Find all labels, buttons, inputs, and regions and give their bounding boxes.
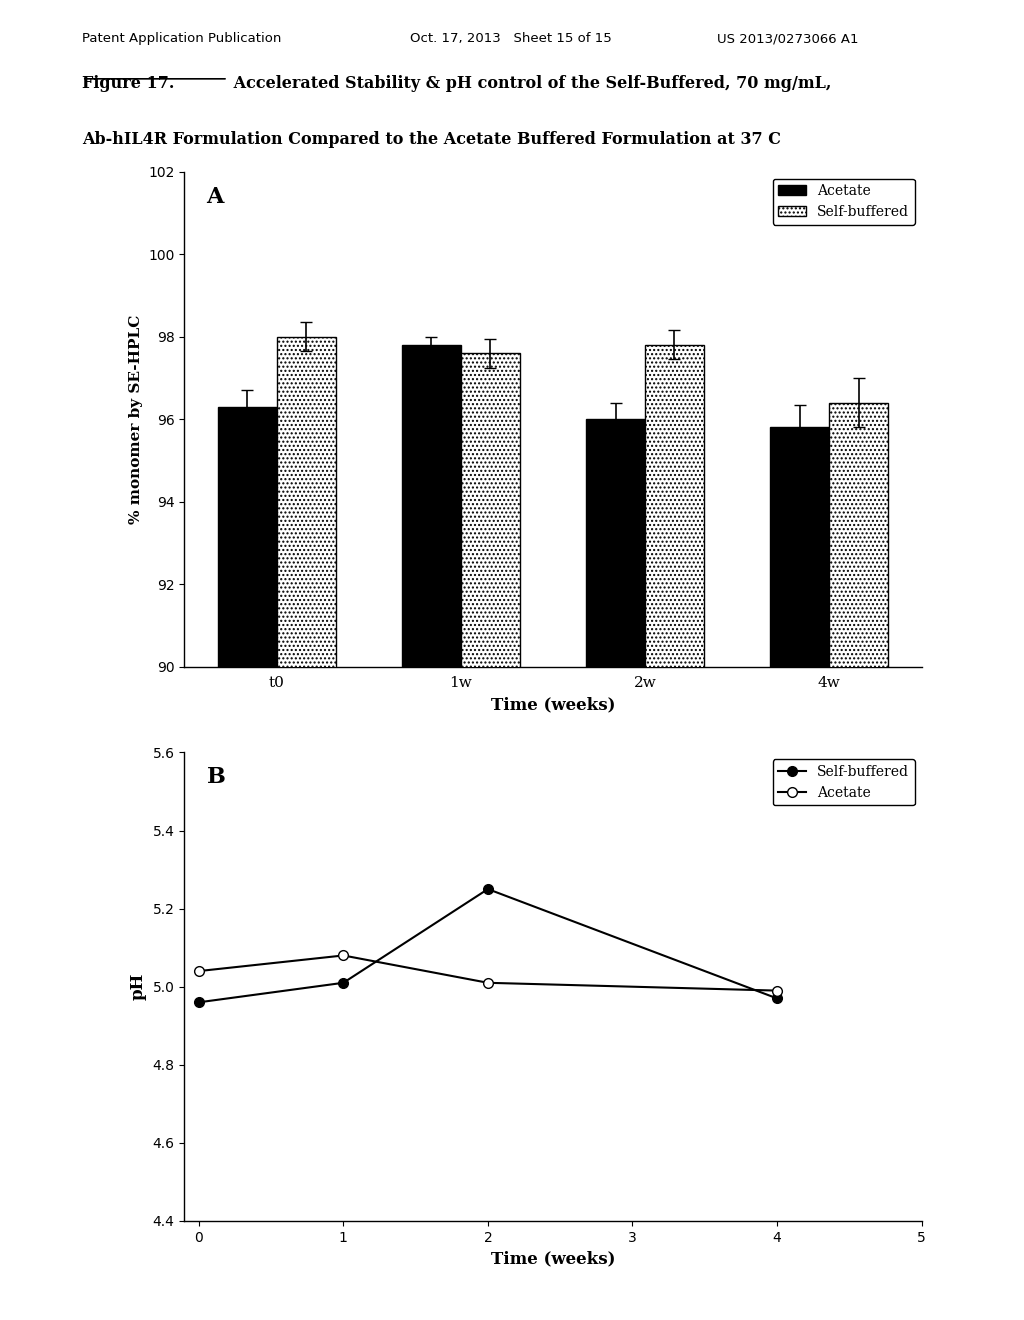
Self-buffered [771,990,783,1006]
Self-buffered [193,994,205,1010]
Legend: Self-buffered, Acetate: Self-buffered, Acetate [773,759,914,805]
Acetate [481,975,494,991]
Bar [645,345,703,1320]
Text: Figure 17.: Figure 17. [82,75,174,92]
Bar [586,418,645,1320]
Line: Self-buffered: Self-buffered [194,884,782,1007]
Y-axis label: % monomer by SE-HPLC: % monomer by SE-HPLC [129,314,142,524]
X-axis label: Time (weeks): Time (weeks) [490,696,615,713]
X-axis label: Time (weeks): Time (weeks) [490,1250,615,1267]
Text: Ab-hIL4R Formulation Compared to the Acetate Buffered Formulation at 37 C: Ab-hIL4R Formulation Compared to the Ace… [82,131,781,148]
Self-buffered [481,882,494,898]
Bar [276,337,336,1320]
Bar [461,354,520,1320]
Text: Patent Application Publication: Patent Application Publication [82,32,282,45]
Bar [770,428,829,1320]
Text: B: B [207,767,225,788]
Text: A: A [207,186,224,209]
Self-buffered [337,975,349,991]
Bar [402,345,461,1320]
Text: US 2013/0273066 A1: US 2013/0273066 A1 [717,32,858,45]
Text: Oct. 17, 2013   Sheet 15 of 15: Oct. 17, 2013 Sheet 15 of 15 [410,32,611,45]
Acetate [193,964,205,979]
Legend: Acetate, Self-buffered: Acetate, Self-buffered [773,178,914,224]
Line: Acetate: Acetate [194,950,782,995]
Acetate [337,948,349,964]
Text: Accelerated Stability & pH control of the Self-Buffered, 70 mg/mL,: Accelerated Stability & pH control of th… [228,75,831,92]
Bar [218,407,276,1320]
Bar [829,403,888,1320]
Y-axis label: pH: pH [130,973,147,1001]
Acetate [771,982,783,998]
